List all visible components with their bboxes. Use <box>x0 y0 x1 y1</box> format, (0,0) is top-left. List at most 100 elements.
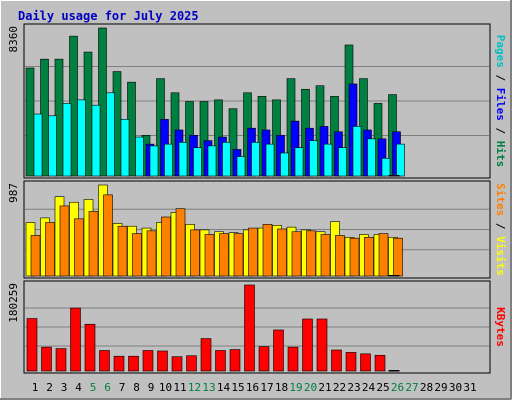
bar-pages-day-22 <box>338 147 347 177</box>
bar-kbytes-day-10 <box>157 350 168 372</box>
x-label-day-8: 8 <box>133 381 140 394</box>
bar-sites-day-22 <box>335 235 345 277</box>
bar-sites-day-8 <box>132 233 142 277</box>
legend-sep-2: / <box>494 121 507 141</box>
bar-pages-day-14 <box>222 142 231 177</box>
x-label-day-11: 11 <box>173 381 186 394</box>
empty-day-marker-0 <box>388 175 400 177</box>
bar-kbytes-day-19 <box>287 346 299 372</box>
bar-sites-day-24 <box>364 236 374 277</box>
bar-sites-day-18 <box>277 228 287 277</box>
bar-pages-day-6 <box>106 92 115 177</box>
x-label-day-31: 31 <box>463 381 476 394</box>
x-label-day-21: 21 <box>318 381 331 394</box>
x-label-day-22: 22 <box>333 381 346 394</box>
bar-kbytes-day-11 <box>171 356 183 372</box>
bars <box>25 27 405 372</box>
bar-pages-day-9 <box>149 145 159 177</box>
x-label-day-19: 19 <box>289 381 302 394</box>
bar-sites-day-7 <box>117 225 128 277</box>
kbytes-y-max-label: 180259 <box>7 283 20 323</box>
legend-hits: Hits <box>494 141 507 168</box>
visits-y-max-label: 987 <box>7 183 20 203</box>
bar-sites-day-23 <box>349 237 360 277</box>
empty-day-marker-1 <box>388 275 400 277</box>
x-label-day-3: 3 <box>61 381 68 394</box>
bar-sites-day-16 <box>248 227 258 277</box>
bar-kbytes-day-24 <box>360 353 371 372</box>
x-label-day-10: 10 <box>159 381 172 394</box>
bar-pages-day-17 <box>265 143 275 177</box>
x-label-day-25: 25 <box>376 381 389 394</box>
bar-kbytes-day-22 <box>331 349 342 372</box>
empty-day-marker-2 <box>388 370 400 372</box>
legend-sep-3: / <box>494 216 507 236</box>
bar-kbytes-day-20 <box>302 318 313 372</box>
bar-kbytes-day-2 <box>41 346 52 372</box>
bar-pages-day-21 <box>323 143 333 177</box>
bar-kbytes-day-15 <box>229 349 241 372</box>
bar-sites-day-11 <box>175 208 186 277</box>
bar-kbytes-day-16 <box>244 284 255 372</box>
bar-kbytes-day-23 <box>345 352 357 372</box>
bar-pages-day-5 <box>91 104 101 177</box>
x-label-day-16: 16 <box>246 381 259 394</box>
x-label-day-6: 6 <box>104 381 111 394</box>
x-label-day-9: 9 <box>148 381 155 394</box>
legend-pages-files-hits: Pages / Files / Hits <box>494 35 507 168</box>
bar-pages-day-13 <box>207 145 217 177</box>
bar-pages-day-7 <box>120 119 130 177</box>
bar-pages-day-20 <box>309 140 318 177</box>
x-label-day-28: 28 <box>420 381 433 394</box>
bar-kbytes-day-3 <box>55 348 67 372</box>
bar-sites-day-4 <box>74 218 84 277</box>
chart-title: Daily usage for July 2025 <box>18 9 199 23</box>
legend-files: Files <box>494 88 507 121</box>
panel-frames <box>23 23 491 374</box>
bar-sites-day-17 <box>262 224 273 277</box>
legend-pages: Pages <box>494 35 507 68</box>
bar-kbytes-day-1 <box>26 318 38 372</box>
bar-sites-day-2 <box>45 222 55 277</box>
x-label-day-29: 29 <box>434 381 447 394</box>
bar-pages-day-19 <box>294 147 304 177</box>
bar-pages-day-26 <box>396 143 405 177</box>
bar-kbytes-day-12 <box>186 355 197 372</box>
bar-sites-day-19 <box>291 231 302 277</box>
x-label-day-24: 24 <box>362 381 376 394</box>
bar-sites-day-20 <box>306 230 316 277</box>
bar-pages-day-8 <box>135 136 144 177</box>
bar-pages-day-3 <box>62 103 72 177</box>
bar-sites-day-13 <box>204 234 215 277</box>
bar-sites-day-10 <box>161 216 171 277</box>
legend-visits: Visits <box>494 236 507 276</box>
bar-kbytes-day-18 <box>273 329 284 372</box>
bar-kbytes-day-9 <box>142 350 154 372</box>
hits-y-max-label: 8360 <box>7 26 20 53</box>
bar-kbytes-day-7 <box>113 355 125 372</box>
x-label-day-2: 2 <box>46 381 53 394</box>
x-label-day-23: 23 <box>347 381 360 394</box>
bar-kbytes-day-4 <box>70 307 81 372</box>
bar-sites-day-9 <box>146 230 157 277</box>
bar-sites-day-25 <box>378 233 389 277</box>
x-label-day-14: 14 <box>217 381 231 394</box>
x-label-day-4: 4 <box>75 381 82 394</box>
x-label-day-20: 20 <box>304 381 317 394</box>
bar-sites-day-15 <box>233 233 244 277</box>
bar-pages-day-24 <box>367 138 376 177</box>
x-label-day-13: 13 <box>202 381 215 394</box>
bar-kbytes-day-17 <box>258 346 270 372</box>
x-axis-labels: 1 2 3 4 5 6 7 8 9 10 11 12 13 14 15 16 17 18 19 20 21 22 23 24 2… <box>32 381 477 394</box>
bar-pages-day-18 <box>280 152 289 177</box>
x-label-day-12: 12 <box>188 381 201 394</box>
bar-pages-day-15 <box>236 156 246 177</box>
bar-pages-day-25 <box>381 157 391 177</box>
bar-kbytes-day-8 <box>128 355 139 372</box>
bar-pages-day-1 <box>33 113 43 177</box>
x-label-day-27: 27 <box>405 381 418 394</box>
bar-sites-day-26 <box>393 237 403 277</box>
x-label-day-15: 15 <box>231 381 244 394</box>
bar-pages-day-2 <box>48 115 57 177</box>
